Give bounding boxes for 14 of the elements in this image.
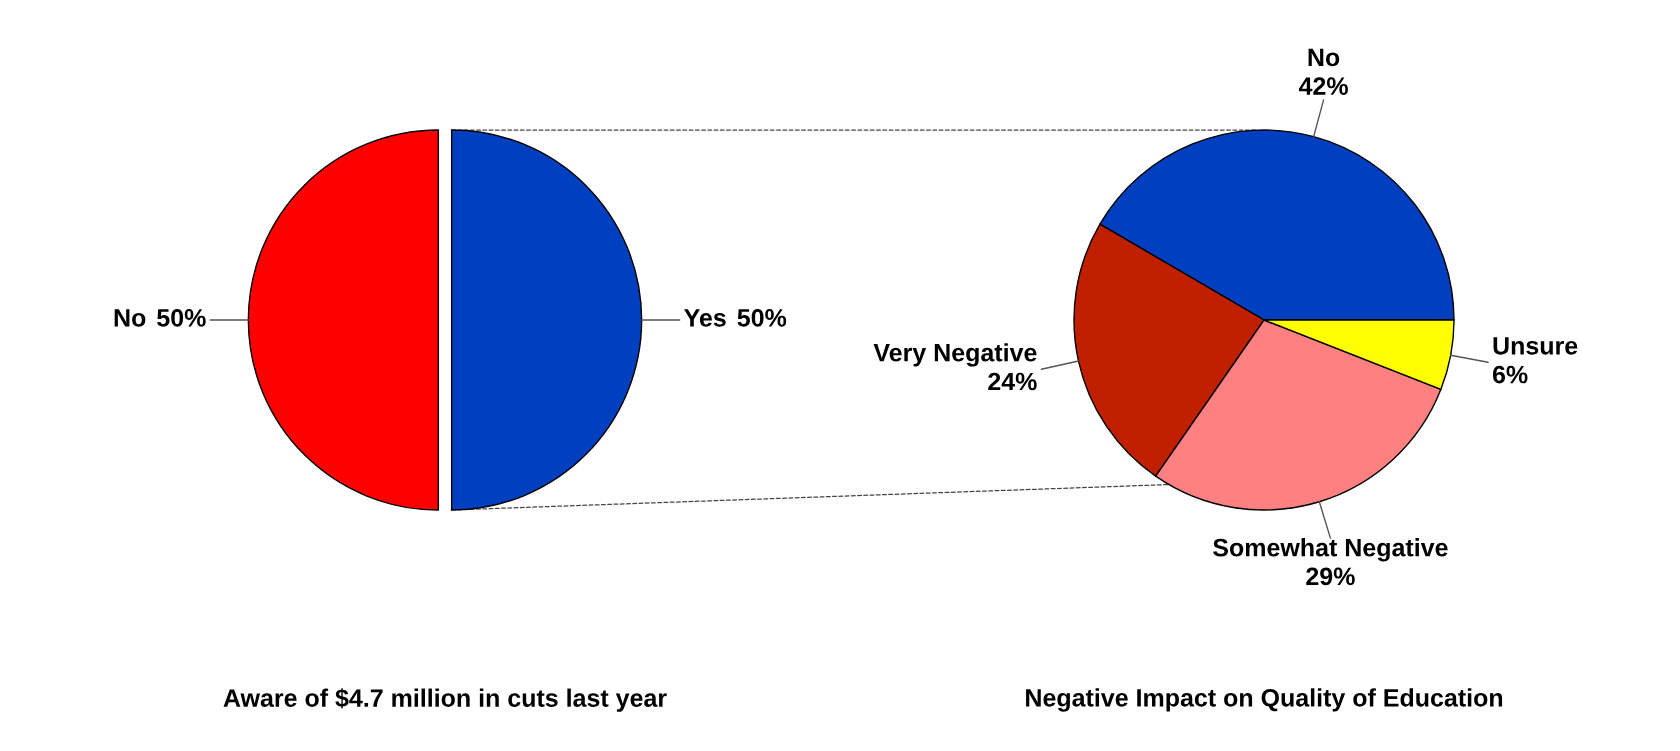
slice-label: Unsure: [1493, 337, 1578, 355]
text: Aware of $4.7 million in cuts last year: [223, 688, 667, 712]
data-label: 29%: [1306, 567, 1355, 586]
slice-label: Somewhat Negative: [1213, 538, 1448, 562]
text: Negative Impact on Quality of Education: [1026, 688, 1503, 712]
data-label: 42%: [1298, 77, 1348, 95]
slice-label: Yes: [684, 309, 726, 327]
data-label: 50%: [737, 309, 787, 327]
data-label: 50%: [157, 309, 206, 327]
data-label: 24%: [988, 372, 1037, 391]
slice-label: No: [1308, 48, 1340, 67]
slice-label: No: [114, 309, 146, 327]
data-label: 6%: [1492, 365, 1528, 384]
slice-label: Very Negative: [873, 343, 1037, 367]
